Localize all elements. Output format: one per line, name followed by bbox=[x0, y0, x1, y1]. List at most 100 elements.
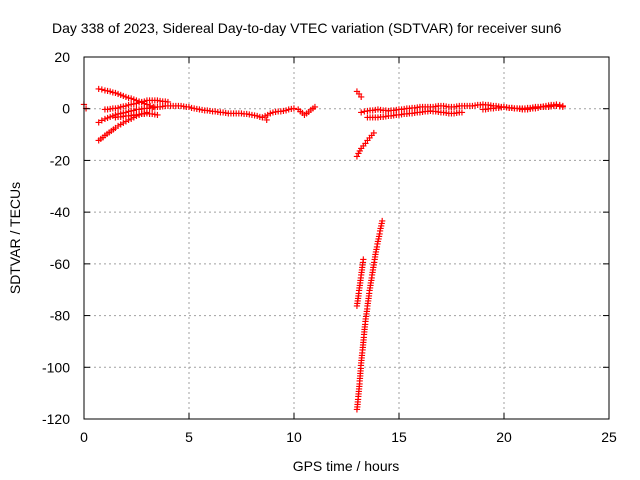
data-point: + bbox=[547, 101, 555, 112]
data-point: + bbox=[353, 299, 361, 310]
data-point: + bbox=[103, 129, 111, 140]
data-point: + bbox=[145, 96, 153, 107]
ticks-layer bbox=[83, 56, 610, 420]
data-point: + bbox=[98, 116, 106, 127]
data-point: + bbox=[253, 111, 261, 122]
data-point: + bbox=[510, 103, 518, 114]
data-point: + bbox=[279, 106, 287, 117]
data-point: + bbox=[180, 101, 188, 112]
data-point: + bbox=[146, 101, 154, 112]
data-point: + bbox=[140, 99, 148, 110]
data-point: + bbox=[195, 105, 203, 116]
data-point: + bbox=[357, 270, 365, 281]
data-point: + bbox=[513, 103, 521, 114]
data-point: + bbox=[518, 103, 526, 114]
data-point: + bbox=[353, 399, 361, 410]
data-point: + bbox=[374, 234, 382, 245]
data-point: + bbox=[359, 255, 367, 266]
data-point: + bbox=[361, 319, 369, 330]
data-point: + bbox=[356, 366, 364, 377]
data-point: + bbox=[153, 102, 161, 113]
data-point: + bbox=[534, 103, 542, 114]
data-point: + bbox=[109, 104, 117, 115]
data-point: + bbox=[357, 107, 365, 118]
data-point: + bbox=[114, 112, 122, 123]
data-point: + bbox=[153, 96, 161, 107]
data-point: + bbox=[555, 101, 563, 112]
data-point: + bbox=[361, 322, 369, 333]
data-point: + bbox=[365, 288, 373, 299]
data-point: + bbox=[481, 104, 489, 115]
data-point: + bbox=[127, 94, 135, 105]
data-point: + bbox=[366, 281, 374, 292]
data-point: + bbox=[366, 106, 374, 117]
data-point: + bbox=[516, 103, 524, 114]
data-series: ++++++++++++++++++++++++++++++++++++++++… bbox=[95, 101, 271, 129]
data-point: + bbox=[140, 96, 148, 107]
data-point: + bbox=[119, 108, 127, 119]
data-point: + bbox=[256, 112, 264, 123]
data-point: + bbox=[432, 107, 440, 118]
data-point: + bbox=[264, 110, 272, 121]
data-point: + bbox=[140, 109, 148, 120]
data-point: + bbox=[466, 101, 474, 112]
data-point: + bbox=[375, 231, 383, 242]
data-point: + bbox=[360, 327, 368, 338]
data-point: + bbox=[356, 278, 364, 289]
y-tick-label: 0 bbox=[62, 101, 70, 117]
data-point: + bbox=[354, 392, 362, 403]
data-point: + bbox=[243, 109, 251, 120]
data-point: + bbox=[111, 110, 119, 121]
data-point: + bbox=[492, 103, 500, 114]
data-point: + bbox=[106, 112, 114, 123]
data-point: + bbox=[447, 109, 455, 120]
data-point: + bbox=[97, 134, 105, 145]
data-point: + bbox=[111, 88, 119, 99]
data-point: + bbox=[357, 356, 365, 367]
data-point: + bbox=[453, 108, 461, 119]
data-point: + bbox=[502, 102, 510, 113]
data-point: + bbox=[513, 104, 521, 115]
data-point: + bbox=[201, 105, 209, 116]
data-point: + bbox=[106, 87, 114, 98]
data-point: + bbox=[360, 107, 368, 118]
data-point: + bbox=[369, 265, 377, 276]
data-point: + bbox=[372, 244, 380, 255]
data-point: + bbox=[367, 278, 375, 289]
data-point: + bbox=[277, 106, 285, 117]
data-point: + bbox=[358, 350, 366, 361]
data-point: + bbox=[355, 283, 363, 294]
data-point: + bbox=[164, 97, 172, 108]
data-point: + bbox=[416, 107, 424, 118]
data-point: + bbox=[354, 291, 362, 302]
data-point: + bbox=[492, 101, 500, 112]
data-point: + bbox=[368, 273, 376, 284]
data-point: + bbox=[374, 112, 382, 123]
data-point: + bbox=[358, 353, 366, 364]
data-point: + bbox=[376, 224, 384, 235]
y-tick-label: -60 bbox=[50, 256, 70, 272]
data-point: + bbox=[361, 138, 369, 149]
data-point: + bbox=[211, 107, 219, 118]
x-axis-label: GPS time / hours bbox=[293, 458, 400, 474]
data-point: + bbox=[127, 106, 135, 117]
data-point: + bbox=[508, 103, 516, 114]
data-point: + bbox=[550, 100, 558, 111]
data-point: + bbox=[382, 112, 390, 123]
data-point: + bbox=[300, 110, 308, 121]
data-point: + bbox=[240, 109, 248, 120]
data-point: + bbox=[376, 226, 384, 237]
data-point: + bbox=[138, 97, 146, 108]
data-point: + bbox=[481, 100, 489, 111]
data-point: + bbox=[447, 102, 455, 113]
data-point: + bbox=[357, 361, 365, 372]
data-point: + bbox=[487, 101, 495, 112]
data-point: + bbox=[367, 275, 375, 286]
data-series: ++++++++++ bbox=[353, 128, 378, 162]
data-point: + bbox=[455, 101, 463, 112]
data-point: + bbox=[537, 102, 545, 113]
data-point: + bbox=[364, 296, 372, 307]
data-point: + bbox=[484, 104, 492, 115]
data-point: + bbox=[95, 136, 103, 147]
plot-frame bbox=[83, 56, 610, 420]
